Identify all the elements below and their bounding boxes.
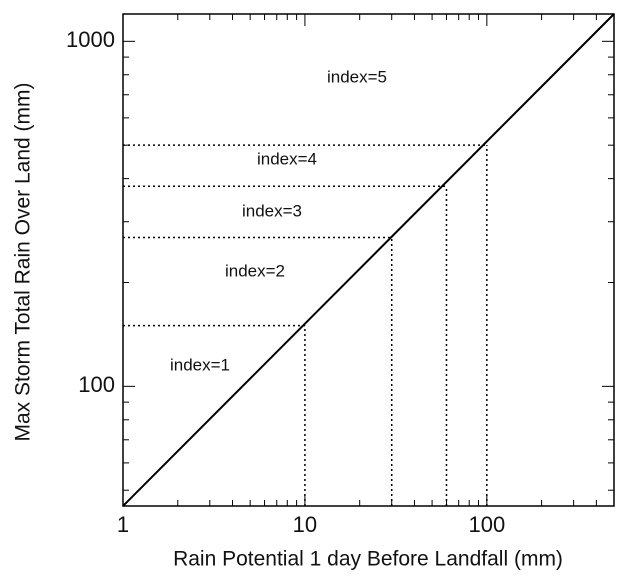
- x-tick-label: 10: [293, 512, 317, 537]
- y-tick-label: 100: [78, 372, 115, 397]
- annotation: index=5: [327, 67, 387, 86]
- y-tick-label: 1000: [66, 27, 115, 52]
- line: [122, 13, 615, 507]
- annotation: index=3: [242, 201, 302, 220]
- annotation: index=1: [170, 355, 230, 374]
- x-tick-label: 1: [117, 512, 129, 537]
- x-tick-label: 100: [468, 512, 505, 537]
- x-axis-label: Rain Potential 1 day Before Landfall (mm…: [173, 548, 563, 571]
- y-axis-label: Max Storm Total Rain Over Land (mm): [12, 82, 35, 441]
- annotation: index=4: [257, 149, 317, 168]
- annotation: index=2: [225, 261, 285, 280]
- plot-frame: [122, 13, 615, 507]
